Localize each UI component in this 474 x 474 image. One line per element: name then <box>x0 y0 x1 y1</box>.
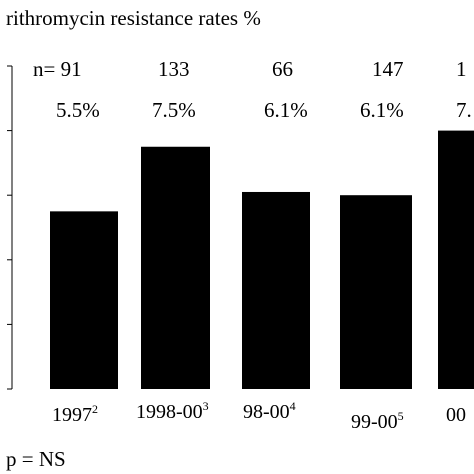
footnote: p = NS <box>6 447 66 471</box>
n-labels: n= 91 133 66 147 1 <box>33 57 467 81</box>
x-tick-label: 1998-003 <box>136 399 209 423</box>
n-label: 1 <box>456 57 467 81</box>
rate-label: 6.1% <box>264 98 308 122</box>
bar <box>242 191 310 389</box>
rate-label: 7.5% <box>152 98 196 122</box>
n-label: n= 91 <box>33 57 82 81</box>
chart-title: rithromycin resistance rates % <box>6 6 261 30</box>
y-axis <box>7 65 13 390</box>
bar <box>340 195 412 389</box>
bar <box>50 211 118 389</box>
x-tick-label: 98-004 <box>243 399 296 423</box>
x-tick-label: 19972 <box>52 402 98 426</box>
bar <box>438 130 474 389</box>
rate-labels: 5.5% 7.5% 6.1% 6.1% 7. <box>56 98 472 122</box>
x-labels: 19972 1998-003 98-004 99-005 00 <box>52 399 466 433</box>
n-label: 133 <box>158 57 190 81</box>
rate-label: 5.5% <box>56 98 100 122</box>
n-label: 66 <box>272 57 293 81</box>
bars <box>50 130 474 389</box>
bar <box>141 146 210 389</box>
rate-label: 7. <box>456 98 472 122</box>
n-label: 147 <box>372 57 404 81</box>
rate-label: 6.1% <box>360 98 404 122</box>
x-tick-label: 00 <box>446 404 466 426</box>
x-tick-label: 99-005 <box>351 409 404 433</box>
